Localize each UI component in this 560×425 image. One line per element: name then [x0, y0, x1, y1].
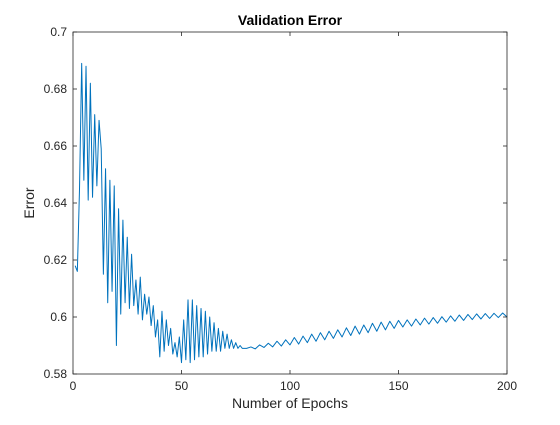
axes-background — [73, 32, 507, 374]
x-axis-label: Number of Epochs — [232, 395, 348, 411]
y-tick-label: 0.58 — [44, 367, 68, 381]
series-line — [74, 62, 508, 364]
chart-title: Validation Error — [238, 12, 343, 28]
plot-area: 0 50 100 150 200 0.58 0.6 0.62 0.64 0.66 0.68 0.7 — [44, 25, 518, 393]
y-tick-label: 0.64 — [44, 196, 68, 210]
x-tick-label: 50 — [175, 379, 189, 393]
y-tick-label: 0.66 — [44, 139, 68, 153]
y-tick-label: 0.68 — [44, 82, 68, 96]
y-tick-label: 0.62 — [44, 253, 68, 267]
x-tick-label: 200 — [497, 379, 517, 393]
x-tick-label: 150 — [388, 379, 408, 393]
x-tick-label: 100 — [280, 379, 300, 393]
x-tick-label: 0 — [70, 379, 77, 393]
y-axis-label: Error — [21, 187, 37, 218]
y-tick-label: 0.6 — [50, 310, 67, 324]
y-tick-label: 0.7 — [50, 25, 67, 39]
